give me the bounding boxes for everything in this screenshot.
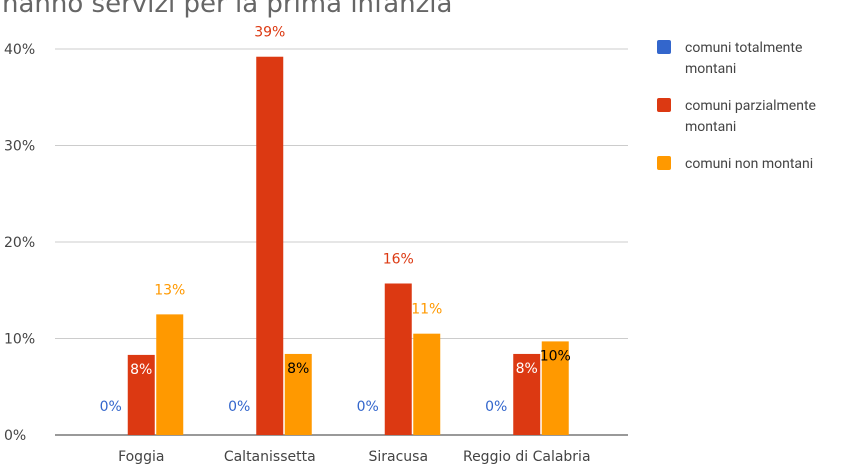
legend-swatch xyxy=(657,98,671,112)
bar xyxy=(541,341,569,435)
data-label: 39% xyxy=(254,25,285,41)
data-label: 8% xyxy=(130,362,152,378)
bar xyxy=(156,314,184,435)
y-tick-label: 40% xyxy=(4,42,35,58)
bar xyxy=(413,333,441,435)
legend-label: comuni totalmente montani xyxy=(685,40,803,77)
chart-title: hanno servizi per la prima infanzia xyxy=(2,0,452,19)
legend-item: comuni totalmente montani xyxy=(657,38,857,80)
data-label: 0% xyxy=(357,399,379,415)
legend-swatch xyxy=(657,40,671,54)
data-label: 0% xyxy=(100,399,122,415)
x-tick-label: Foggia xyxy=(118,449,164,465)
data-label: 16% xyxy=(383,251,414,267)
y-tick-label: 20% xyxy=(4,235,35,251)
legend-label: comuni parzialmente montani xyxy=(685,98,816,135)
y-tick-label: 30% xyxy=(4,139,35,155)
data-label: 8% xyxy=(287,361,309,377)
data-label: 8% xyxy=(516,361,538,377)
legend-swatch xyxy=(657,156,671,170)
legend: comuni totalmente montani comuni parzialm… xyxy=(657,38,857,191)
legend-item: comuni parzialmente montani xyxy=(657,96,857,138)
data-label: 0% xyxy=(228,399,250,415)
x-tick-label: Siracusa xyxy=(368,449,428,465)
bar xyxy=(384,283,412,435)
bar xyxy=(284,353,312,435)
data-label: 11% xyxy=(411,302,442,318)
bar xyxy=(513,353,541,435)
legend-label: comuni non montani xyxy=(685,156,814,172)
y-tick-label: 0% xyxy=(4,428,26,444)
bar xyxy=(127,354,155,435)
bar xyxy=(256,56,284,435)
legend-item: comuni non montani xyxy=(657,154,857,175)
data-label: 0% xyxy=(485,399,507,415)
x-tick-label: Reggio di Calabria xyxy=(463,449,591,465)
x-tick-label: Caltanissetta xyxy=(224,449,316,465)
data-label: 10% xyxy=(540,348,571,364)
data-label: 13% xyxy=(154,282,185,298)
y-tick-label: 10% xyxy=(4,332,35,348)
